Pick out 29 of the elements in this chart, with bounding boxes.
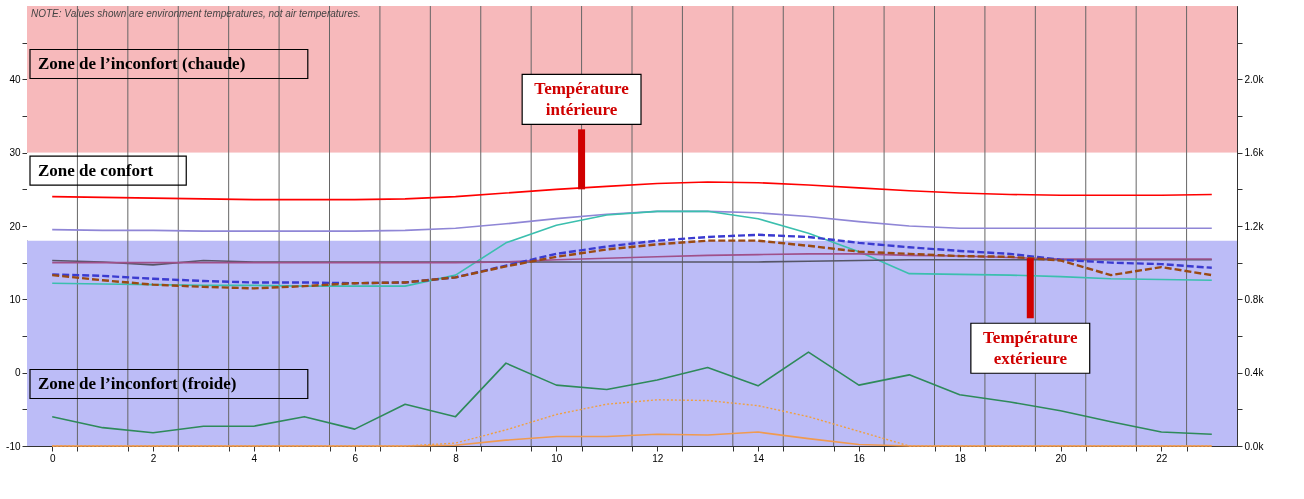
annotation: Température intérieure: [534, 78, 630, 119]
y-tick-label: 10: [9, 293, 21, 305]
x-tick-label: 22: [1156, 452, 1168, 464]
annotation: Température extérieure: [983, 327, 1078, 368]
y2-tick-label: 0.4k: [1244, 367, 1265, 379]
y-tick-label: 0: [14, 367, 21, 379]
y-tick-label: 40: [9, 73, 21, 85]
y-tick-label: 20: [9, 220, 21, 232]
y2-tick-label: 1.2k: [1244, 220, 1265, 232]
y2-tick-label: 2.0k: [1244, 73, 1265, 85]
y-tick-label: 30: [9, 147, 21, 159]
band-label: Zone de l’inconfort (chaude): [38, 54, 246, 73]
x-tick-label: 4: [251, 452, 258, 464]
y2-tick-label: 0.8k: [1244, 293, 1265, 305]
band-label: Zone de confort: [38, 160, 154, 180]
x-tick-label: 20: [1055, 452, 1068, 464]
band-label: Zone de l’inconfort (froide): [38, 374, 237, 393]
x-tick-label: 2: [150, 452, 157, 464]
x-tick-label: 12: [652, 452, 664, 464]
x-tick-label: 18: [954, 452, 967, 464]
x-tick-label: 14: [752, 452, 765, 464]
x-tick-label: 16: [853, 452, 866, 464]
x-tick-label: 6: [352, 452, 359, 464]
y2-tick-label: 1.6k: [1244, 147, 1265, 159]
x-tick-label: 10: [551, 452, 563, 464]
x-tick-label: 0: [49, 452, 56, 464]
y2-tick-label: 0.0k: [1244, 440, 1265, 452]
x-tick-label: 8: [453, 452, 460, 464]
y-tick-label: -10: [6, 440, 21, 452]
